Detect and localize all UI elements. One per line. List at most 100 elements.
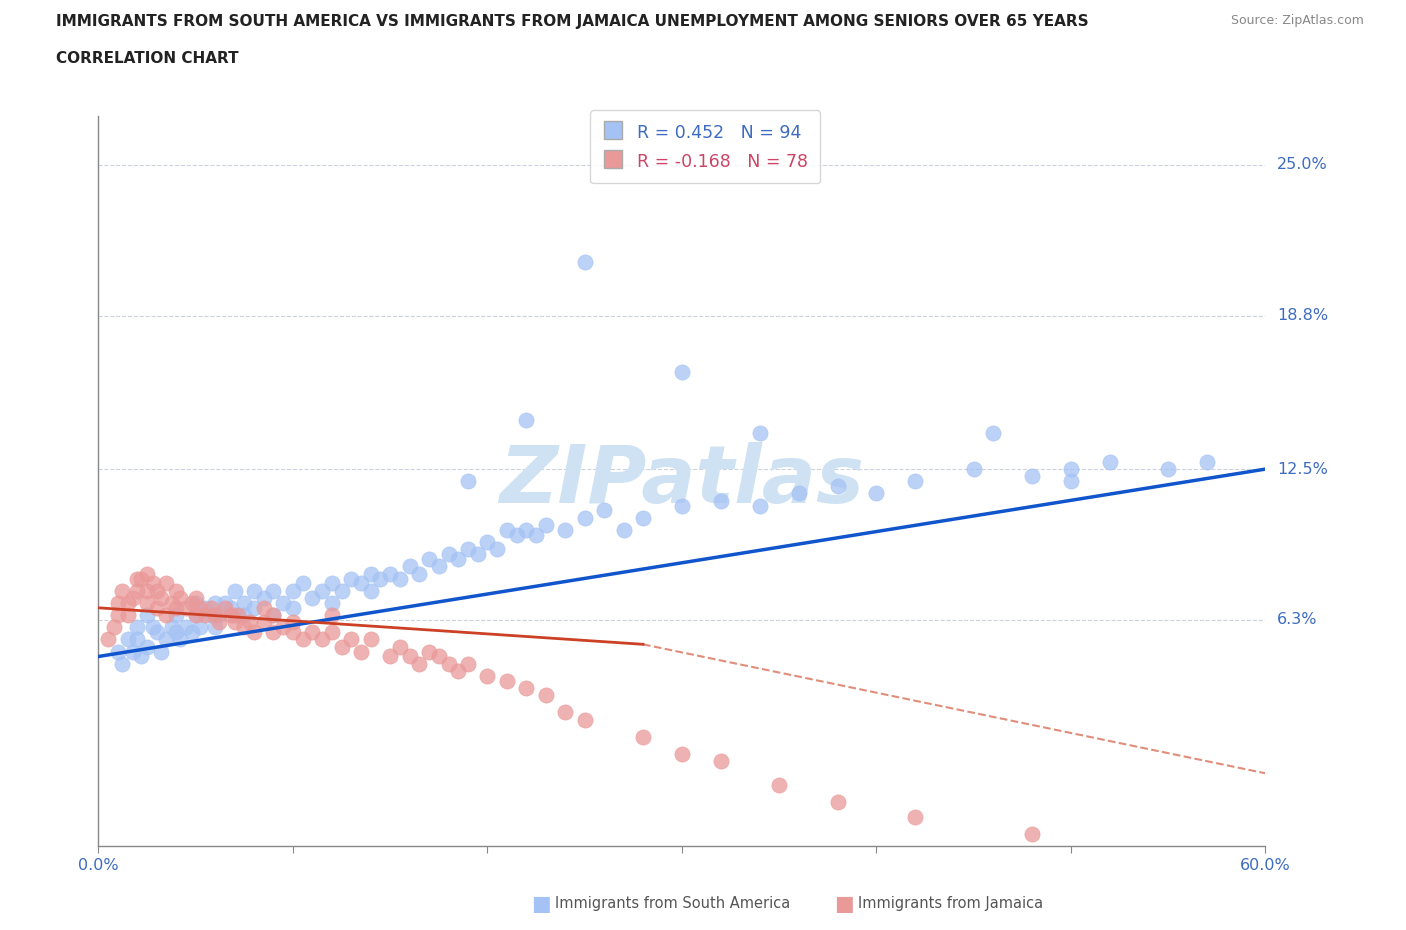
- Point: [496, 523, 519, 538]
- Point: [228, 607, 250, 622]
- Point: [200, 607, 222, 622]
- Point: [1098, 455, 1121, 470]
- Point: [467, 547, 489, 562]
- Point: [631, 729, 654, 744]
- Point: [360, 566, 382, 581]
- Point: [827, 479, 849, 494]
- Point: [155, 632, 177, 647]
- Point: [904, 810, 927, 825]
- Point: [127, 620, 149, 635]
- Point: [408, 657, 430, 671]
- Point: [117, 632, 139, 647]
- Point: [418, 644, 440, 659]
- Point: [380, 649, 402, 664]
- Point: [271, 620, 294, 635]
- Point: [398, 559, 420, 574]
- Text: Source: ZipAtlas.com: Source: ZipAtlas.com: [1230, 14, 1364, 27]
- Point: [262, 583, 284, 598]
- Point: [253, 601, 276, 616]
- Point: [184, 607, 207, 622]
- Point: [127, 632, 149, 647]
- Point: [301, 625, 323, 640]
- Point: [262, 607, 284, 622]
- Point: [224, 615, 246, 630]
- Point: [146, 625, 169, 640]
- Point: [388, 639, 411, 654]
- Point: [253, 615, 276, 630]
- Point: [146, 583, 169, 598]
- Point: [574, 712, 596, 727]
- Text: 6.3%: 6.3%: [1277, 613, 1317, 628]
- Point: [671, 498, 693, 513]
- Point: [200, 601, 222, 616]
- Point: [534, 688, 557, 703]
- Text: 18.8%: 18.8%: [1277, 309, 1329, 324]
- Point: [155, 576, 177, 591]
- Point: [162, 620, 184, 635]
- Point: [1195, 455, 1218, 470]
- Point: [457, 474, 479, 489]
- Point: [321, 595, 343, 610]
- Point: [388, 571, 411, 586]
- Point: [208, 615, 231, 630]
- Text: ■: ■: [531, 894, 551, 914]
- Point: [165, 625, 187, 640]
- Point: [554, 705, 576, 720]
- Point: [204, 607, 226, 622]
- Point: [142, 576, 165, 591]
- Point: [281, 601, 304, 616]
- Point: [447, 664, 470, 679]
- Point: [380, 566, 402, 581]
- Point: [188, 601, 211, 616]
- Point: [184, 595, 207, 610]
- Point: [350, 576, 373, 591]
- Point: [515, 413, 537, 428]
- Legend: R = 0.452   N = 94, R = -0.168   N = 78: R = 0.452 N = 94, R = -0.168 N = 78: [591, 111, 820, 183]
- Point: [243, 625, 266, 640]
- Point: [111, 657, 134, 671]
- Point: [281, 583, 304, 598]
- Point: [281, 625, 304, 640]
- Point: [1021, 469, 1043, 484]
- Point: [184, 591, 207, 605]
- Point: [281, 615, 304, 630]
- Point: [457, 657, 479, 671]
- Point: [262, 607, 284, 622]
- Point: [671, 365, 693, 379]
- Point: [233, 595, 256, 610]
- Point: [1157, 461, 1180, 476]
- Point: [398, 649, 420, 664]
- Point: [631, 511, 654, 525]
- Point: [188, 620, 211, 635]
- Point: [671, 747, 693, 762]
- Point: [129, 571, 152, 586]
- Point: [408, 566, 430, 581]
- Point: [271, 595, 294, 610]
- Point: [103, 620, 125, 635]
- Point: [117, 607, 139, 622]
- Point: [214, 595, 236, 610]
- Point: [136, 583, 159, 598]
- Point: [427, 649, 450, 664]
- Point: [208, 607, 231, 622]
- Point: [574, 255, 596, 270]
- Point: [524, 527, 547, 542]
- Point: [204, 595, 226, 610]
- Point: [162, 595, 184, 610]
- Point: [710, 753, 733, 768]
- Point: [253, 591, 276, 605]
- Point: [142, 620, 165, 635]
- Point: [184, 607, 207, 622]
- Point: [233, 620, 256, 635]
- Point: [787, 486, 810, 501]
- Point: [904, 474, 927, 489]
- Point: [243, 601, 266, 616]
- Point: [262, 625, 284, 640]
- Point: [149, 591, 172, 605]
- Point: [457, 542, 479, 557]
- Point: [136, 607, 159, 622]
- Point: [486, 542, 509, 557]
- Point: [477, 535, 499, 550]
- Point: [748, 425, 770, 440]
- Point: [165, 601, 187, 616]
